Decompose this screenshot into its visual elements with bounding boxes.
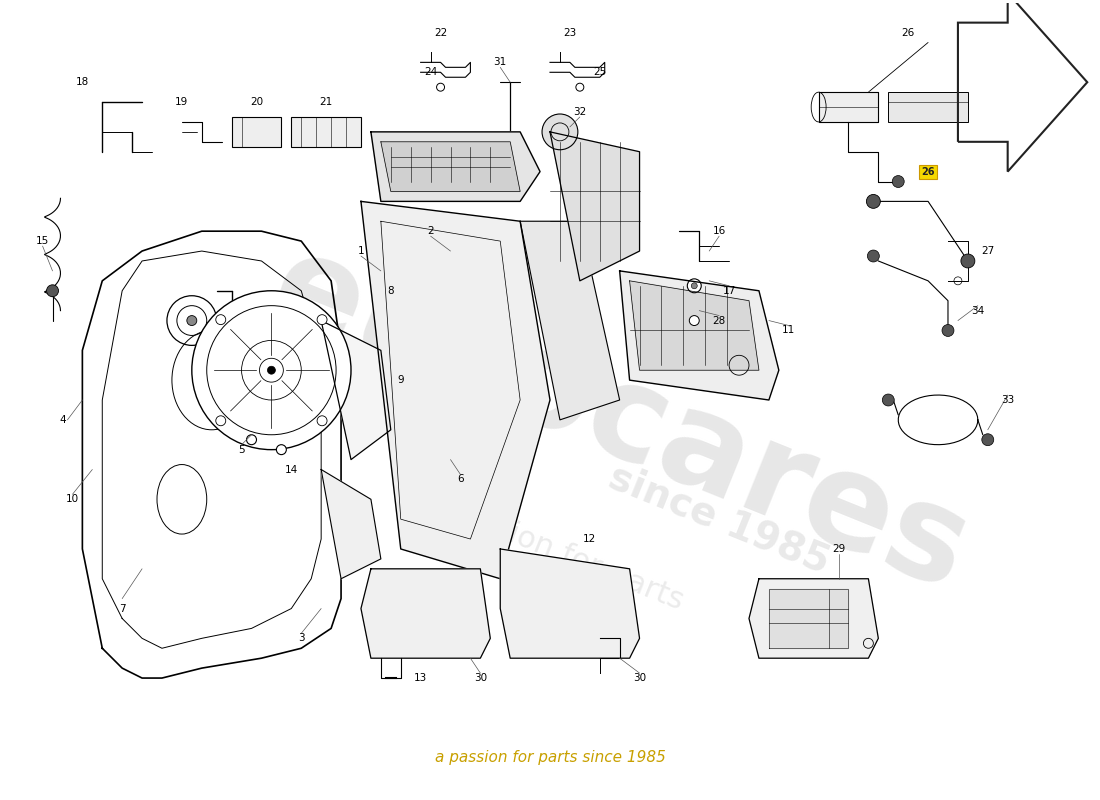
- Polygon shape: [321, 470, 381, 578]
- Text: 11: 11: [782, 326, 795, 335]
- Text: a passion for parts since 1985: a passion for parts since 1985: [434, 750, 666, 765]
- Text: 5: 5: [239, 445, 245, 454]
- Circle shape: [982, 434, 993, 446]
- Polygon shape: [381, 142, 520, 191]
- Circle shape: [191, 290, 351, 450]
- Text: 23: 23: [563, 27, 576, 38]
- Text: 15: 15: [36, 236, 50, 246]
- Circle shape: [942, 325, 954, 337]
- Circle shape: [267, 366, 275, 374]
- Text: 31: 31: [494, 58, 507, 67]
- Circle shape: [46, 285, 58, 297]
- Text: 25: 25: [593, 67, 606, 78]
- Text: 12: 12: [583, 534, 596, 544]
- Circle shape: [187, 315, 197, 326]
- Text: 17: 17: [723, 286, 736, 296]
- Text: a passion for parts: a passion for parts: [412, 482, 688, 616]
- Text: 30: 30: [474, 673, 487, 683]
- Circle shape: [882, 394, 894, 406]
- Text: 19: 19: [175, 97, 188, 107]
- Circle shape: [276, 445, 286, 454]
- Text: 33: 33: [1001, 395, 1014, 405]
- Polygon shape: [769, 589, 848, 648]
- Text: 34: 34: [971, 306, 984, 316]
- Text: 10: 10: [66, 494, 79, 504]
- Text: 24: 24: [424, 67, 437, 78]
- Text: 4: 4: [59, 415, 66, 425]
- Text: 7: 7: [119, 603, 125, 614]
- Polygon shape: [550, 132, 639, 281]
- Text: 28: 28: [713, 315, 726, 326]
- Text: 13: 13: [414, 673, 427, 683]
- Circle shape: [246, 434, 256, 445]
- Text: 29: 29: [832, 544, 845, 554]
- Polygon shape: [749, 578, 878, 658]
- Polygon shape: [818, 92, 878, 122]
- Text: 18: 18: [76, 78, 89, 87]
- Circle shape: [216, 416, 225, 426]
- Text: 32: 32: [573, 107, 586, 117]
- Text: 6: 6: [458, 474, 464, 485]
- Text: 9: 9: [397, 375, 404, 385]
- Circle shape: [691, 283, 697, 289]
- Polygon shape: [500, 549, 639, 658]
- Polygon shape: [371, 132, 540, 202]
- Text: 27: 27: [981, 246, 994, 256]
- Text: 2: 2: [427, 226, 433, 236]
- Text: since 1985: since 1985: [603, 458, 835, 581]
- Polygon shape: [361, 569, 491, 658]
- Text: 22: 22: [433, 27, 448, 38]
- Circle shape: [867, 194, 880, 208]
- Text: 8: 8: [387, 286, 394, 296]
- Text: eurocares: eurocares: [253, 222, 987, 618]
- Circle shape: [542, 114, 578, 150]
- Text: 14: 14: [285, 465, 298, 474]
- Text: 1: 1: [358, 246, 364, 256]
- Circle shape: [317, 416, 327, 426]
- Circle shape: [961, 254, 975, 268]
- Text: 20: 20: [250, 97, 263, 107]
- Circle shape: [892, 175, 904, 187]
- Text: 26: 26: [922, 166, 935, 177]
- Circle shape: [688, 279, 701, 293]
- Circle shape: [216, 314, 225, 325]
- FancyBboxPatch shape: [292, 117, 361, 146]
- Text: 21: 21: [319, 97, 333, 107]
- FancyBboxPatch shape: [232, 117, 282, 146]
- Circle shape: [317, 314, 327, 325]
- FancyBboxPatch shape: [889, 92, 968, 122]
- Text: 16: 16: [713, 226, 726, 236]
- Polygon shape: [619, 271, 779, 400]
- Circle shape: [868, 250, 879, 262]
- Polygon shape: [629, 281, 759, 370]
- Text: 3: 3: [298, 634, 305, 643]
- Circle shape: [690, 315, 700, 326]
- Polygon shape: [520, 222, 619, 420]
- Polygon shape: [361, 202, 550, 578]
- Polygon shape: [321, 321, 390, 459]
- Text: 26: 26: [902, 27, 915, 38]
- Text: 30: 30: [632, 673, 646, 683]
